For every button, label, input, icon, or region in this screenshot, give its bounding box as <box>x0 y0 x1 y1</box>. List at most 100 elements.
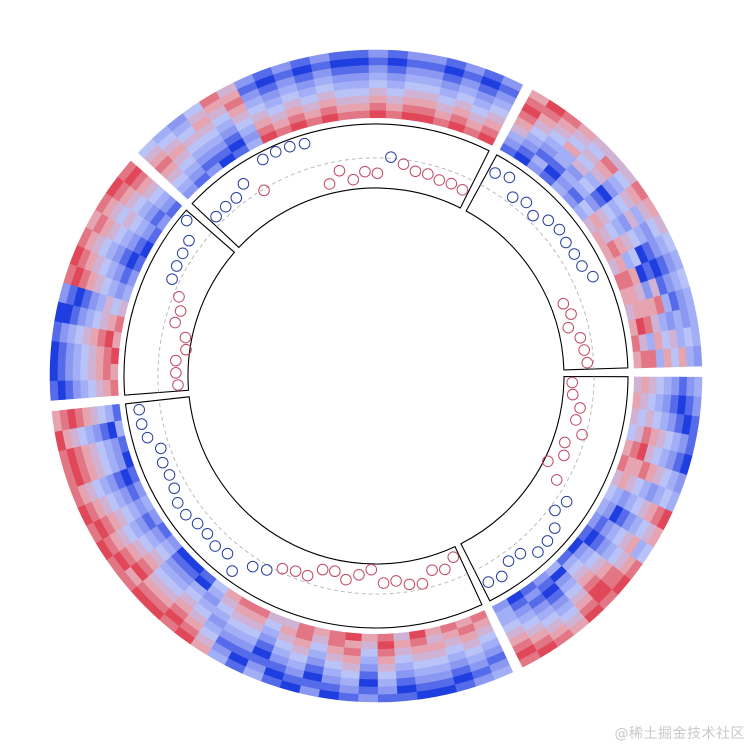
heatmap-cell <box>147 226 163 245</box>
heatmap-cell <box>639 221 656 243</box>
data-point <box>179 331 192 344</box>
data-point <box>289 565 302 577</box>
heatmap-cell <box>270 645 292 659</box>
data-point <box>581 356 594 369</box>
heatmap-cell <box>57 360 66 381</box>
data-point <box>166 273 178 285</box>
data-point <box>514 547 527 560</box>
heatmap-cell <box>525 131 545 149</box>
data-point <box>170 367 182 379</box>
heatmap-cell <box>628 319 639 337</box>
heatmap-cell <box>480 637 501 653</box>
heatmap-cell <box>606 239 622 259</box>
data-point <box>541 535 554 547</box>
data-point <box>542 214 555 227</box>
heatmap-cell <box>519 650 541 668</box>
heatmap-cell <box>656 508 673 531</box>
heatmap-cell <box>432 669 454 682</box>
heatmap-cell <box>456 91 477 105</box>
heatmap-cell <box>111 488 127 509</box>
heatmap-cell <box>196 120 217 138</box>
data-point <box>565 308 577 320</box>
heatmap-cell <box>246 101 268 117</box>
heatmap-cell <box>334 88 354 99</box>
heatmap-cell <box>621 439 634 458</box>
heatmap-cell <box>583 603 605 624</box>
heatmap-cell <box>606 546 625 567</box>
heatmap-cell <box>690 325 701 348</box>
data-point <box>333 164 346 177</box>
heatmap-cell <box>541 106 563 124</box>
heatmap-cell <box>149 525 167 544</box>
heatmap-cell <box>213 145 233 163</box>
heatmap-cell <box>157 130 178 150</box>
heatmap-cell <box>594 560 614 581</box>
heatmap-cell <box>662 252 678 274</box>
heatmap-cell <box>405 73 426 85</box>
heatmap-cell <box>418 106 437 118</box>
heatmap-cell <box>520 615 541 632</box>
heatmap-cell <box>645 297 659 317</box>
heatmap-cell <box>127 213 145 233</box>
heatmap-cell <box>80 343 90 363</box>
heatmap-cell <box>266 611 286 625</box>
heatmap-cell <box>639 392 649 411</box>
heatmap-cell <box>206 584 226 601</box>
heatmap-cell <box>693 345 703 367</box>
heatmap-cell <box>276 631 296 645</box>
heatmap-cell <box>477 630 498 645</box>
heatmap-cell <box>81 407 93 427</box>
heatmap-cell <box>209 139 229 157</box>
heatmap-cell <box>139 239 155 259</box>
heatmap-cell <box>407 51 429 62</box>
heatmap-cell <box>618 554 637 576</box>
heatmap-cell <box>349 57 370 67</box>
heatmap-cell <box>589 556 608 576</box>
heatmap-cell <box>59 321 70 343</box>
heatmap-cell <box>193 573 212 592</box>
heatmap-cell <box>650 446 664 467</box>
heatmap-cell <box>441 628 460 642</box>
heatmap-cell <box>295 78 317 91</box>
data-point <box>276 562 289 575</box>
heatmap-cell <box>256 122 276 138</box>
heatmap-cell <box>664 311 677 332</box>
heatmap-cell <box>630 458 644 479</box>
heatmap-cell <box>90 233 107 255</box>
heatmap-cell <box>118 485 134 506</box>
heatmap-cell <box>313 75 334 87</box>
heatmap-cell <box>386 80 406 90</box>
heatmap-cell <box>57 379 67 401</box>
heatmap-cell <box>105 220 122 242</box>
heatmap-cell <box>137 199 155 219</box>
heatmap-cell <box>102 345 113 364</box>
data-point <box>257 153 269 166</box>
data-point <box>550 474 563 486</box>
heatmap-cell <box>92 518 110 540</box>
data-point <box>416 578 429 590</box>
heatmap-cell <box>204 133 225 150</box>
heatmap-cell <box>66 408 78 430</box>
heatmap-cell <box>642 196 660 219</box>
heatmap-cell <box>412 659 432 670</box>
heatmap-cell <box>664 450 678 472</box>
heatmap-cell <box>517 609 537 626</box>
heatmap-cell <box>646 526 664 548</box>
heatmap-cell <box>581 147 601 167</box>
heatmap-cell <box>524 621 546 639</box>
heatmap-cell <box>147 185 166 205</box>
heatmap-cell <box>636 499 652 520</box>
heatmap-cell <box>489 103 510 119</box>
heatmap-cell <box>201 590 221 608</box>
heatmap-cell <box>432 116 451 129</box>
heatmap-cell <box>567 134 588 154</box>
heatmap-cell <box>114 527 132 548</box>
heatmap-cell <box>544 560 562 578</box>
heatmap-cell <box>178 590 198 609</box>
heatmap-cell <box>548 623 570 642</box>
heatmap-cell <box>498 611 518 628</box>
heatmap-cell <box>675 328 686 349</box>
data-point <box>258 184 270 197</box>
heatmap-cell <box>59 409 70 431</box>
heatmap-cell <box>567 186 585 205</box>
